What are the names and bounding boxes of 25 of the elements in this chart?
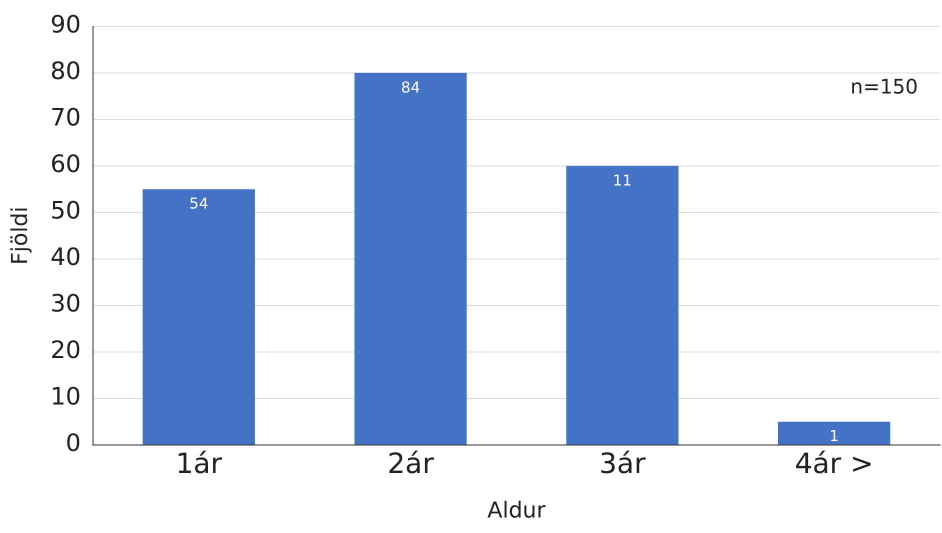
y-tick-label: 90 xyxy=(50,10,81,39)
x-tick-label: 4ár > xyxy=(794,447,874,480)
annotation: n=150 xyxy=(850,74,918,99)
x-tick-label: 1ár xyxy=(176,447,223,480)
y-tick-label: 30 xyxy=(50,290,81,318)
x-tick-label: 3ár xyxy=(599,447,646,480)
y-tick-label: 40 xyxy=(50,243,81,272)
x-tick-label: 2ár xyxy=(387,447,434,480)
y-tick-label: 50 xyxy=(50,196,81,225)
bar xyxy=(142,189,255,444)
y-tick-label: 10 xyxy=(50,382,81,411)
annotation: 54 xyxy=(189,194,208,213)
y-tick-label: 60 xyxy=(50,150,81,178)
bar xyxy=(354,72,467,444)
y-tick-label: 70 xyxy=(50,104,81,132)
y-tick-label: 80 xyxy=(50,57,81,86)
annotation: 1 xyxy=(829,427,839,446)
annotation: 84 xyxy=(401,78,420,96)
x-axis-title: Aldur xyxy=(487,498,546,524)
y-tick-label: 0 xyxy=(66,429,81,458)
bar xyxy=(566,166,678,444)
annotation: 11 xyxy=(612,171,632,190)
bar xyxy=(778,422,890,444)
y-tick-label: 20 xyxy=(50,336,81,364)
y-axis-title: Fjöldi xyxy=(8,206,33,265)
